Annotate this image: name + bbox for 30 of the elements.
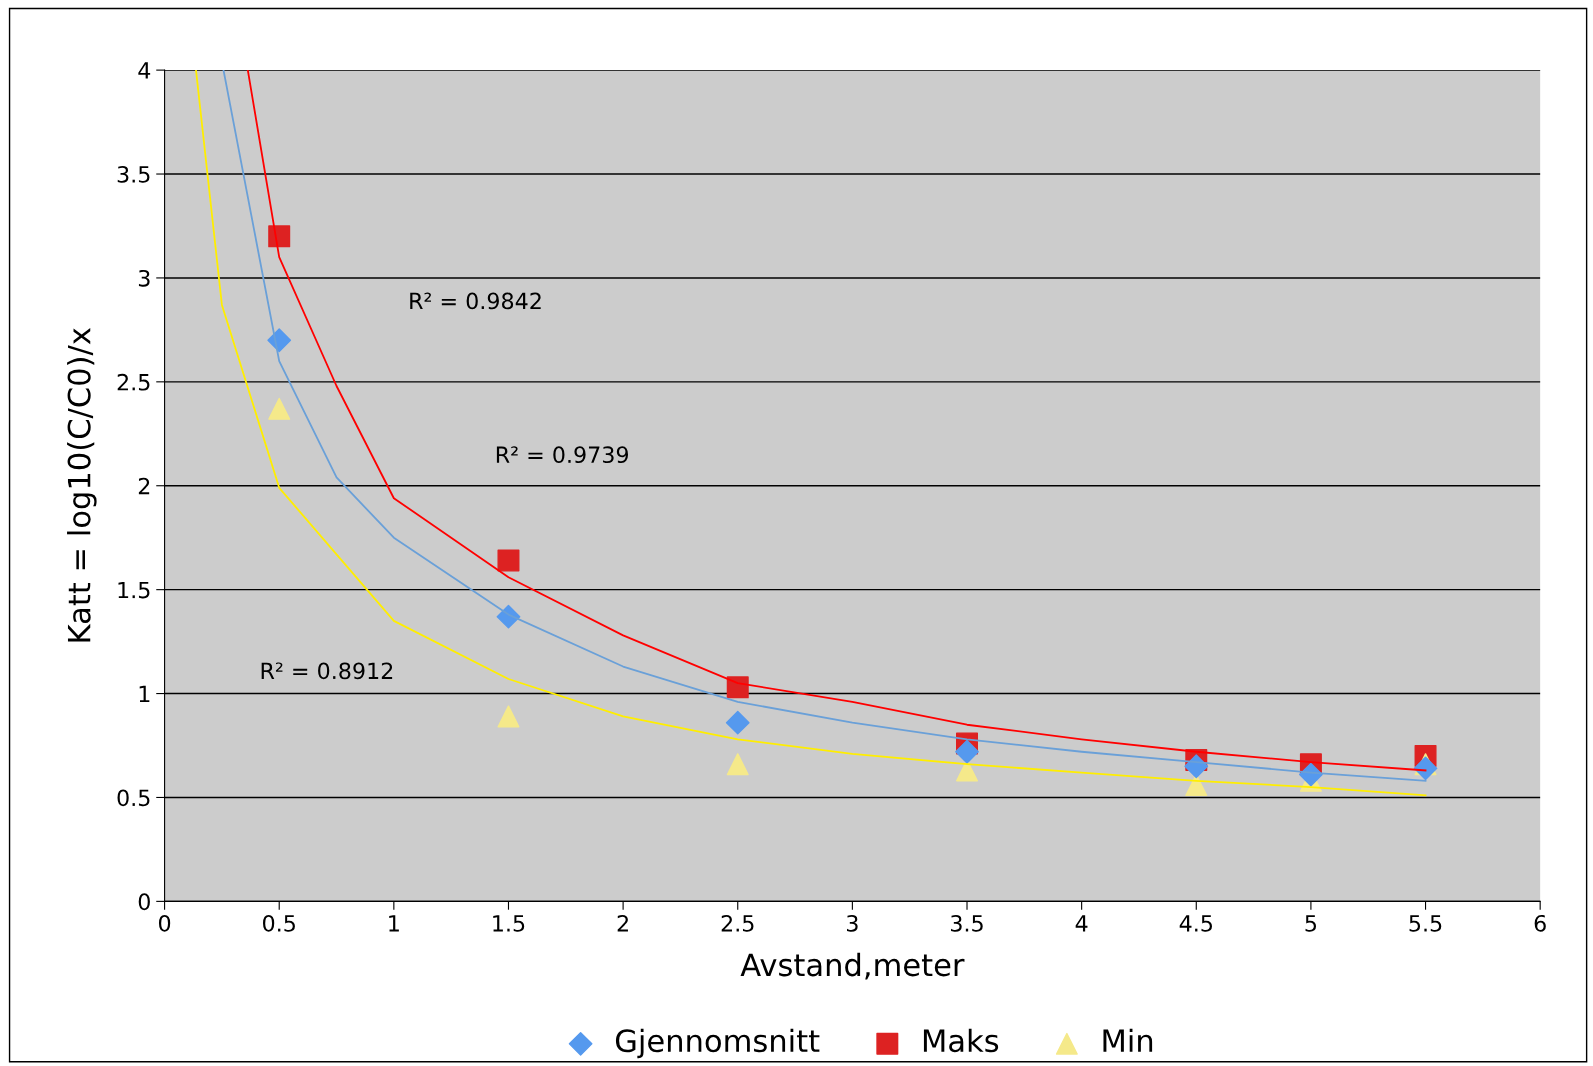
x-tick-label: 3.5: [951, 914, 983, 932]
x-tick-label: 6: [1534, 914, 1546, 932]
y-tick-label: 1: [139, 685, 150, 702]
x-tick-label: 4: [1075, 915, 1088, 932]
y-axis-title: Katt = log10(C/C0)/x: [67, 328, 97, 642]
y-tick-label: 3: [138, 269, 150, 287]
x-tick-label: 0.5: [263, 914, 295, 932]
legend-label: Maks: [923, 1028, 999, 1053]
x-axis-title: Avstand,meter: [740, 952, 965, 980]
x-tick-label: 1: [389, 915, 399, 932]
annotation: R² = 0.8912: [261, 662, 393, 680]
x-tick-label: 2.5: [721, 914, 754, 932]
y-tick-label: 3.5: [117, 165, 150, 183]
x-tick-label: 4.5: [1179, 915, 1212, 932]
legend-label: Gjennomsnitt: [615, 1028, 820, 1059]
x-tick-label: 5: [1305, 915, 1317, 932]
annotation: R² = 0.9739: [496, 446, 629, 464]
x-tick-label: 1.5: [493, 915, 525, 932]
legend-label: Min: [1103, 1028, 1153, 1052]
y-tick-label: 4: [138, 62, 151, 79]
y-tick-label: 1.5: [118, 581, 150, 599]
y-tick-label: 0: [138, 893, 150, 911]
x-tick-label: 5.5: [1409, 915, 1442, 932]
x-tick-label: 2: [617, 914, 628, 932]
y-tick-label: 0.5: [117, 789, 150, 807]
x-tick-label: 0: [158, 914, 171, 932]
x-tick-label: 3: [847, 914, 858, 932]
y-tick-label: 2: [138, 477, 150, 495]
y-tick-label: 2.5: [117, 373, 150, 391]
annotation: R² = 0.9842: [410, 292, 541, 310]
